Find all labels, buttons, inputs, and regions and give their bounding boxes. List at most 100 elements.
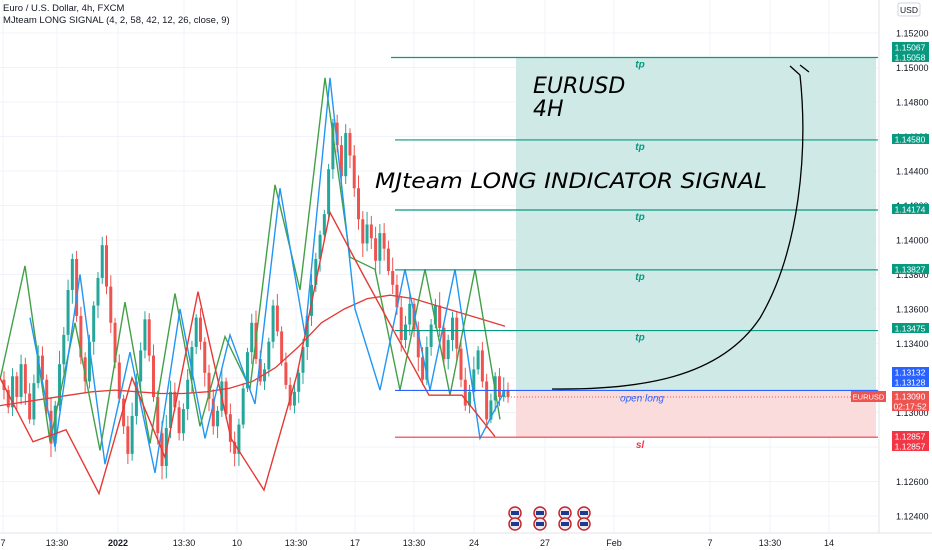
candle-body: [357, 188, 361, 220]
candle-body: [386, 248, 390, 272]
time-tick-label: 7: [707, 538, 712, 548]
currency-button[interactable]: [897, 2, 921, 17]
candle-body: [15, 376, 19, 397]
price-tag-label: 1.12857: [895, 442, 926, 452]
candle-body: [190, 346, 194, 380]
price-tag: [892, 323, 929, 333]
candle-body: [369, 224, 373, 239]
price-axis[interactable]: 1.124001.126001.128001.130001.132001.134…: [851, 0, 929, 533]
candle-body: [463, 379, 467, 406]
price-tag: [892, 431, 929, 441]
candle-body: [403, 324, 407, 341]
candle-body: [352, 155, 356, 189]
price-tag: [892, 42, 929, 52]
zigzag-blue-line: [29, 77, 506, 474]
candle-body: [429, 324, 433, 347]
price-tick-label: 1.12400: [896, 512, 929, 522]
candle-body: [169, 391, 173, 429]
trade-levels: [391, 56, 878, 438]
candle-body: [305, 315, 309, 347]
price-tick-label: 1.13800: [896, 270, 929, 280]
candle-body: [117, 362, 121, 399]
open-long-label: open long: [620, 393, 664, 404]
time-tick-label: 24: [469, 538, 479, 548]
candle-body: [100, 245, 104, 278]
candle-body: [11, 376, 15, 408]
flag-stripe: [536, 511, 544, 515]
candle-body: [181, 409, 185, 434]
candle-body: [151, 355, 155, 397]
candle-body: [203, 341, 207, 373]
candle-body: [58, 364, 62, 406]
candle-body: [468, 391, 472, 406]
time-tick-label: 14: [824, 538, 834, 548]
candle-body: [186, 379, 190, 410]
symbol-tag: [851, 391, 886, 402]
candle-body: [288, 384, 292, 406]
stop-loss-zone: [516, 390, 876, 438]
price-tag: [892, 441, 929, 451]
price-tag: [892, 391, 929, 401]
candle-body: [258, 359, 262, 382]
economic-events[interactable]: [508, 506, 591, 531]
candle-body: [113, 322, 117, 363]
tp-label: tp: [635, 59, 644, 70]
price-tag: [892, 134, 929, 144]
price-tag-label: 1.13132: [895, 368, 926, 378]
candle-body: [147, 319, 151, 356]
time-axis[interactable]: 7 13:30 2022 13:30 10 13:30 17 13:30 24 27 Feb 7 13:…: [0, 532, 932, 548]
price-tag-label: 1.13128: [895, 378, 926, 388]
candle-body: [425, 346, 429, 380]
candle-body: [156, 396, 160, 434]
tp-label: tp: [635, 142, 644, 153]
arrow-head: [789, 64, 810, 76]
time-tick-label: 13:30: [46, 538, 69, 548]
price-tag: [892, 367, 929, 377]
candle-body: [19, 364, 23, 397]
candle-body: [211, 398, 215, 427]
candles: [2, 114, 510, 480]
price-tag: [892, 52, 929, 62]
annotation-title: EURUSD: [533, 74, 625, 99]
tp-label: tp: [635, 272, 644, 283]
candle-body: [173, 391, 177, 408]
candle-body: [96, 277, 100, 306]
tp-label: tp: [635, 333, 644, 344]
candle-body: [228, 414, 232, 442]
price-tick-label: 1.13000: [896, 408, 929, 418]
moving-average-line: [0, 294, 506, 407]
candle-body: [245, 352, 249, 389]
time-tick-label: 10: [232, 538, 242, 548]
candle-body: [497, 376, 501, 397]
candle-body: [408, 303, 412, 325]
price-tag: [892, 264, 929, 274]
candle-body: [480, 350, 484, 382]
candle-body: [382, 233, 386, 249]
candle-body: [40, 355, 44, 380]
candle-body: [134, 381, 138, 416]
price-tick-label: 1.15000: [896, 63, 929, 73]
price-tag: [892, 204, 929, 214]
price-tag-label: 1.14580: [895, 135, 926, 145]
candle-body: [194, 317, 198, 347]
candle-body: [45, 379, 49, 411]
price-tick-label: 1.14000: [896, 236, 929, 246]
candle-body: [280, 331, 284, 363]
time-tick-label: 13:30: [759, 538, 782, 548]
candle-body: [233, 441, 237, 454]
candle-body: [62, 334, 66, 365]
flag-stripe: [511, 511, 519, 515]
candle-body: [267, 341, 271, 370]
candle-body: [442, 327, 446, 360]
indicator-title: MJteam LONG SIGNAL (4, 2, 58, 42, 12, 26…: [3, 15, 230, 26]
candle-body: [263, 369, 267, 382]
candle-body: [198, 317, 202, 342]
indicator-zigzags: [0, 77, 506, 496]
flag-stripe: [580, 511, 588, 515]
candle-body: [416, 329, 420, 358]
candle-body: [32, 383, 36, 420]
candle-body: [271, 305, 275, 342]
price-tag-label: 1.12857: [895, 432, 926, 442]
